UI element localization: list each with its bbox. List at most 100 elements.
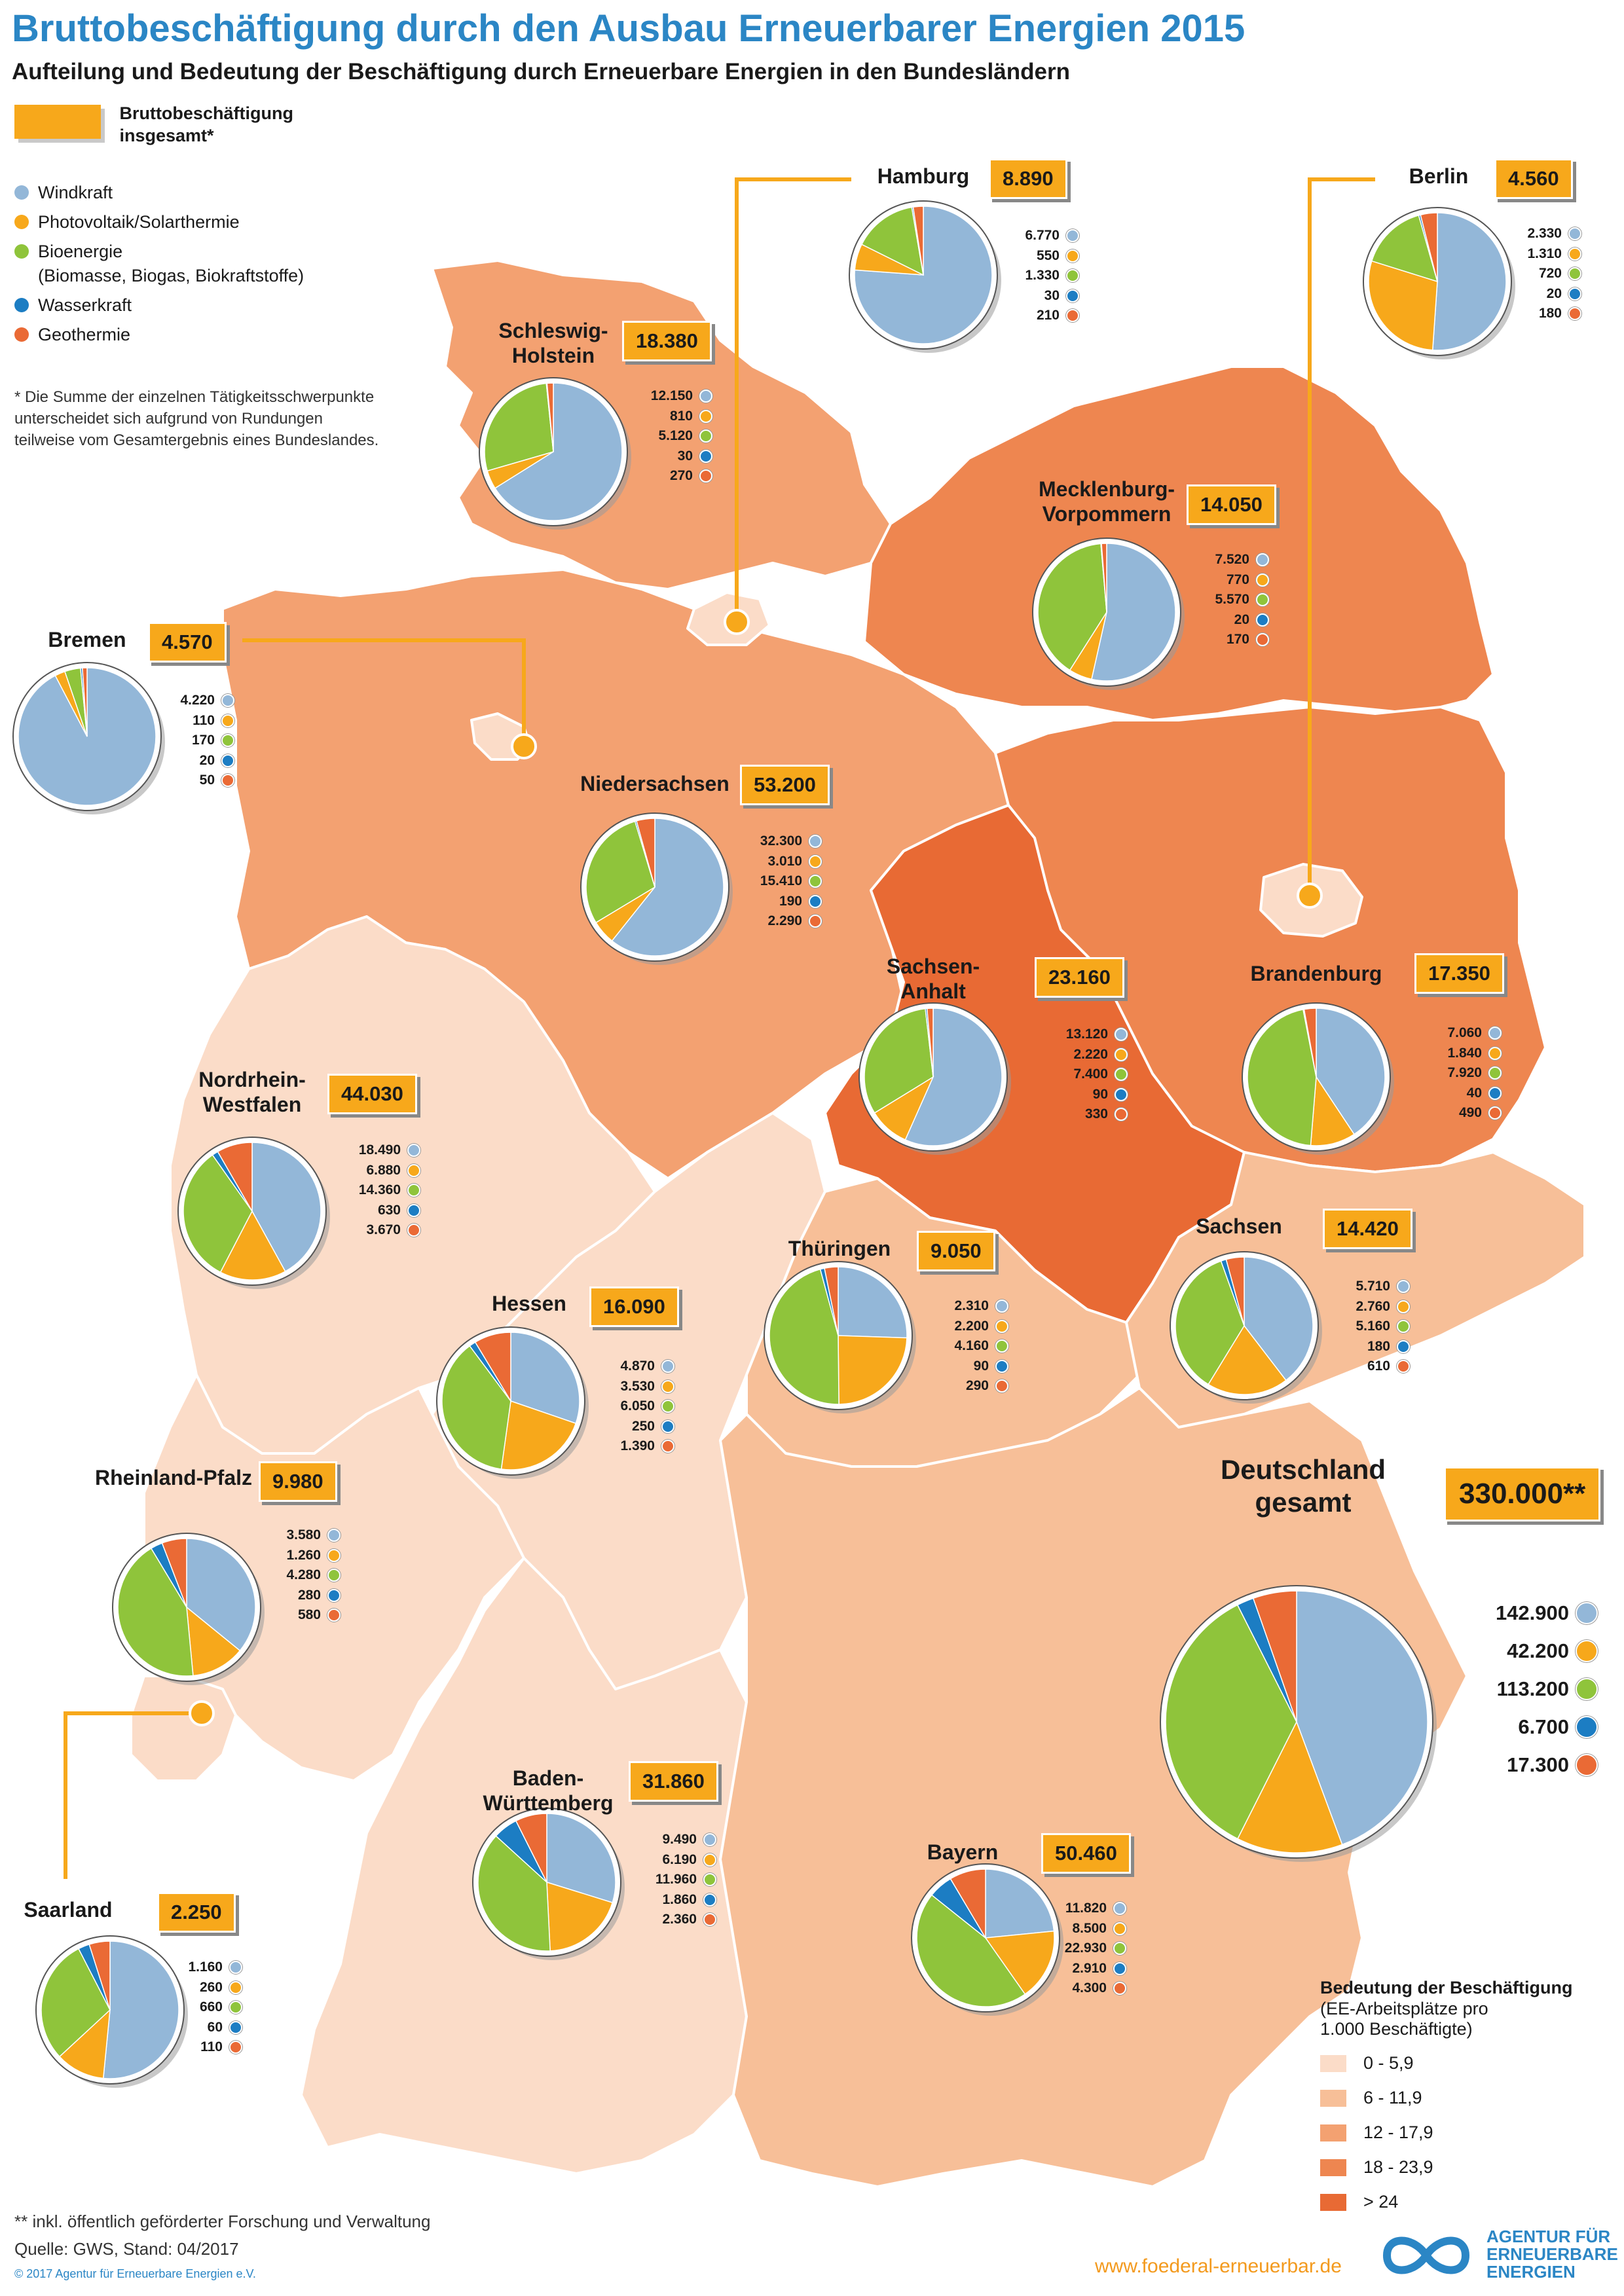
value-text: 20 [1546,285,1562,301]
dot-icon [1488,1046,1502,1060]
total-badge-niedersachsen: 53.200 [740,765,830,805]
value-row: 2.760 [1356,1297,1410,1317]
value-row: 2.200 [954,1317,1008,1337]
dot-icon [1488,1066,1502,1080]
value-row: 2.360 [655,1910,716,1930]
scale-subtitle-1: (EE-Arbeitsplätze pro [1320,1999,1488,2018]
dot-icon [661,1440,674,1453]
dot-icon [1576,1754,1598,1776]
value-row: 550 [1025,246,1079,266]
dot-icon [229,1961,242,1975]
value-row: 660 [188,1997,242,2018]
value-text: 40 [1466,1085,1482,1101]
value-text: 3.530 [620,1378,655,1394]
value-row: 5.160 [1356,1317,1410,1337]
dot-icon [221,734,234,748]
pie-slice-wind [494,382,623,521]
value-text: 60 [207,2019,223,2035]
state-name-line: Niedersachsen [580,772,729,795]
value-row: 110 [180,711,234,731]
value-row: 180 [1356,1337,1410,1357]
pie-bayern [911,1863,1063,2016]
value-row: 7.920 [1447,1063,1502,1084]
dot-icon [14,185,29,200]
value-text: 2.910 [1072,1960,1107,1976]
dot-icon [699,409,712,423]
value-row: 580 [286,1605,341,1626]
pie-brandenburg [1242,1002,1394,1155]
value-text: 2.200 [954,1318,989,1334]
state-name-line: Deutschland [1220,1454,1386,1485]
value-row: 3.580 [286,1525,341,1546]
value-text: 580 [297,1607,321,1622]
value-text: 630 [377,1202,401,1218]
pie-slice-solar [546,1881,614,1952]
pie-slice-wind [1091,543,1176,682]
pie-outline [35,1935,185,2085]
total-badge-mecklenburgvorpommern: 14.050 [1187,484,1276,525]
value-text: 810 [669,408,693,424]
value-row: 6.700 [1496,1708,1598,1746]
dot-icon [699,390,712,403]
value-row: 3.010 [760,852,822,872]
website-link[interactable]: www.foederal-erneuerbar.de [1095,2255,1342,2277]
state-name-line: Berlin [1409,164,1469,188]
pie-berlin [1363,207,1515,359]
value-row: 330 [1066,1104,1128,1125]
value-text: 1.840 [1447,1045,1482,1061]
pie-slice-geo [161,1538,187,1608]
value-row: 9.490 [655,1830,716,1850]
dot-icon [221,774,234,788]
value-row: 90 [954,1357,1008,1377]
value-text: 90 [1092,1086,1108,1102]
pie-slice-geo [636,818,655,888]
total-badge-badenwürttemberg: 31.860 [629,1761,718,1802]
pie-thringen [764,1261,916,1413]
pie-sachsen [1170,1251,1322,1404]
dot-icon [327,1609,341,1622]
value-row: 490 [1447,1103,1502,1123]
value-text: 6.770 [1025,228,1060,243]
dot-icon [1397,1320,1410,1334]
swatch [1320,2159,1346,2176]
pie-badenwrttemberg [472,1808,625,1960]
dot-icon [995,1379,1008,1393]
value-text: 210 [1036,308,1060,323]
state-name-niedersachsen: Niedersachsen [580,771,729,796]
value-text: 6.880 [366,1162,401,1178]
state-name-line: Schleswig- [498,319,608,342]
value-row: 1.860 [655,1890,716,1910]
value-row: 3.530 [620,1377,674,1397]
pie-slice-bio [183,1154,253,1273]
pie-mecklenburgvorpommern [1032,538,1185,690]
value-text: 142.900 [1495,1601,1569,1624]
footnote-research: ** inkl. öffentlich geförderter Forschun… [14,2212,431,2231]
scale-item: 12 - 17,9 [1320,2115,1573,2150]
state-name-brandenburg: Brandenburg [1251,961,1382,986]
value-text: 170 [1226,632,1249,647]
value-row: 15.410 [760,871,822,892]
pie-slice-solar [1310,1075,1356,1146]
value-row: 6.050 [620,1396,674,1417]
value-text: 18.490 [358,1142,401,1157]
value-text: 20 [199,752,215,768]
dot-icon [703,1913,716,1927]
dot-icon [661,1360,674,1374]
value-row: 32.300 [760,831,822,852]
pie-slice-bio [477,1835,551,1952]
state-name-bayern: Bayern [927,1840,999,1865]
dot-icon [1576,1716,1598,1738]
infinity-logo-icon [1382,2236,1470,2274]
pie-slice-geo [1101,543,1107,613]
state-name-sachsenanhalt: Sachsen- Anhalt [887,954,980,1004]
value-text: 770 [1226,572,1249,587]
state-name-line: Württemberg [483,1791,614,1815]
state-name-line: Nordrhein- [198,1068,306,1091]
value-text: 11.820 [1065,1901,1107,1916]
dot-icon [661,1400,674,1413]
state-name-line: Rheinland-Pfalz [94,1466,253,1489]
value-row: 6.880 [359,1161,420,1181]
value-row: 7.520 [1215,550,1269,570]
legend-item-bioenergie-sub: (Biomasse, Biogas, Biokraftstoffe) [38,266,304,285]
dot-icon [1568,247,1581,261]
